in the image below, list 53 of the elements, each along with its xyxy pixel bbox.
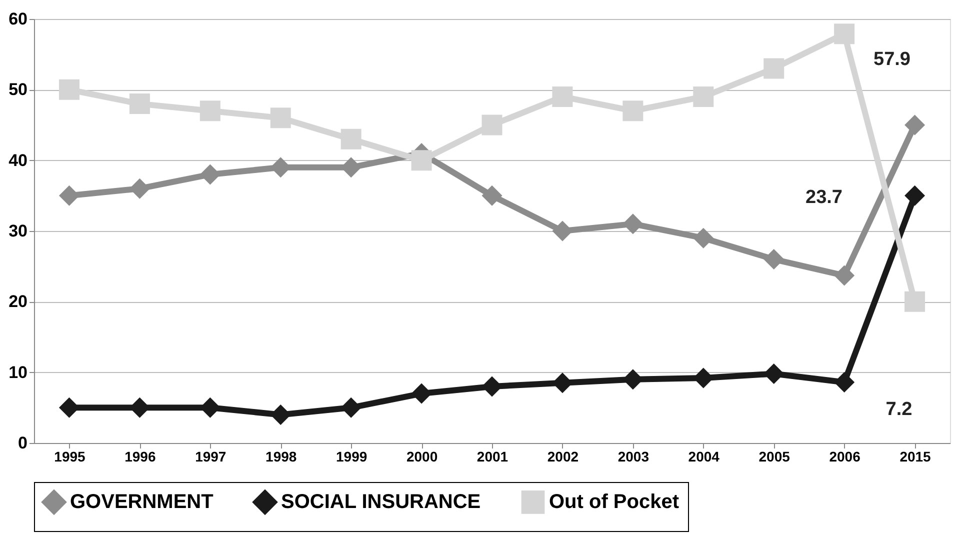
legend-label: GOVERNMENT bbox=[70, 491, 214, 514]
x-tick-label: 1999 bbox=[336, 448, 368, 464]
point bbox=[904, 291, 926, 312]
point bbox=[58, 185, 80, 206]
point bbox=[482, 185, 502, 206]
annotation: 23.7 bbox=[806, 187, 842, 208]
legend-label: SOCIAL INSURANCE bbox=[281, 491, 481, 514]
point bbox=[270, 108, 291, 128]
y-tick-label: 60 bbox=[8, 10, 28, 28]
x-tick-label: 2006 bbox=[829, 448, 861, 464]
point bbox=[834, 372, 855, 392]
point bbox=[552, 220, 573, 242]
point bbox=[693, 86, 714, 107]
point bbox=[764, 249, 784, 270]
y-tick-label: 20 bbox=[8, 292, 28, 312]
annotation: 57.9 bbox=[874, 49, 910, 70]
x-tick-label: 2002 bbox=[547, 448, 579, 464]
point bbox=[129, 94, 150, 114]
y-tick-label: 30 bbox=[8, 222, 28, 240]
annotation: 7.2 bbox=[886, 399, 912, 420]
point bbox=[411, 383, 432, 404]
point bbox=[622, 214, 644, 234]
point bbox=[482, 114, 502, 136]
x-tick-label: 1998 bbox=[266, 448, 297, 464]
point bbox=[340, 128, 362, 150]
point bbox=[834, 265, 855, 286]
point bbox=[270, 404, 291, 425]
x-tick-label: 2000 bbox=[406, 448, 438, 464]
point bbox=[834, 24, 855, 44]
x-tick-label: 1996 bbox=[124, 448, 156, 464]
legend-label: Out of Pocket bbox=[549, 491, 680, 514]
point bbox=[622, 100, 644, 122]
x-tick-label: 2003 bbox=[618, 448, 650, 464]
x-tick-label: 2005 bbox=[758, 448, 790, 464]
point bbox=[764, 364, 784, 384]
point bbox=[200, 164, 220, 185]
point bbox=[904, 185, 926, 206]
y-tick-label: 0 bbox=[18, 434, 28, 452]
y-tick-label: 40 bbox=[8, 150, 28, 170]
x-tick-label: 2015 bbox=[900, 448, 932, 464]
point bbox=[411, 150, 432, 171]
point bbox=[693, 228, 714, 248]
point bbox=[200, 100, 220, 122]
x-tick-label: 1997 bbox=[195, 448, 226, 464]
y-tick-label: 10 bbox=[8, 362, 28, 382]
point bbox=[904, 114, 926, 136]
point bbox=[552, 86, 573, 107]
y-tick-label: 50 bbox=[8, 80, 28, 100]
point bbox=[764, 58, 784, 79]
x-tick-label: 1995 bbox=[54, 448, 86, 464]
x-tick-label: 2001 bbox=[476, 448, 508, 464]
x-tick-label: 2004 bbox=[688, 448, 720, 464]
point bbox=[58, 79, 80, 100]
